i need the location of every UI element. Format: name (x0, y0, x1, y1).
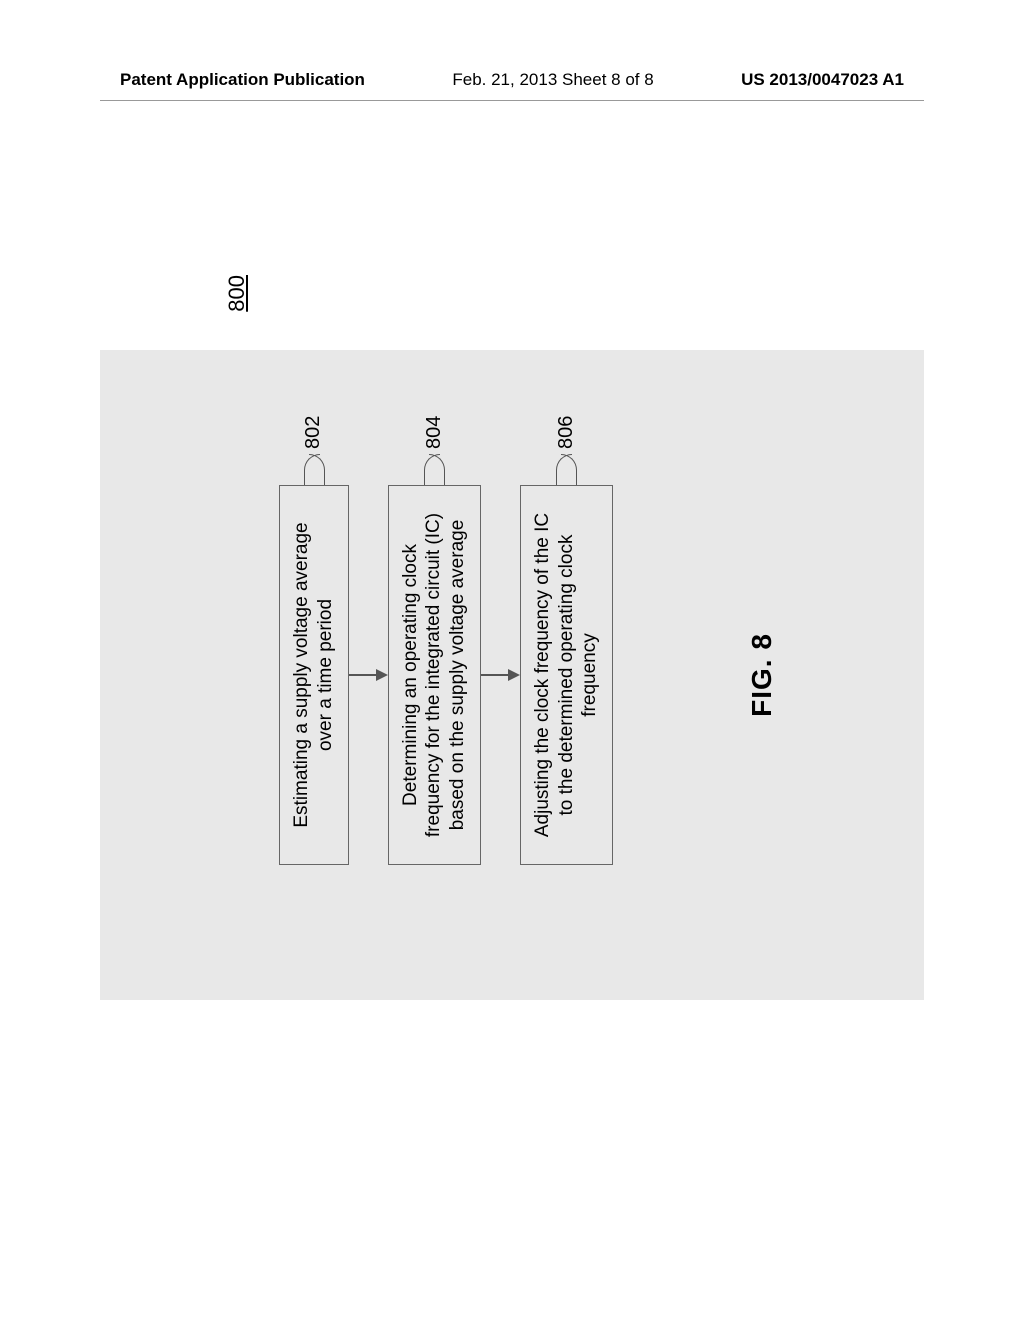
callout-804: 804 (419, 416, 449, 485)
flow-box-804: Determining an operating clock frequency… (388, 485, 481, 865)
flow-row-1: Estimating a supply voltage average over… (279, 395, 349, 955)
arrow-head-icon (508, 669, 520, 681)
header-left: Patent Application Publication (120, 70, 365, 90)
header-rule (100, 100, 924, 101)
header-right: US 2013/0047023 A1 (741, 70, 904, 90)
callout-label-804: 804 (423, 416, 446, 449)
flowchart: 800 Estimating a supply voltage average … (279, 395, 613, 955)
flow-box-802: Estimating a supply voltage average over… (279, 485, 349, 865)
figure-reference-number: 800 (224, 275, 250, 312)
flow-box-806: Adjusting the clock frequency of the IC … (520, 485, 613, 865)
callout-806: 806 (551, 416, 581, 485)
flow-row-3: Adjusting the clock frequency of the IC … (520, 395, 613, 955)
callout-curve-icon (299, 455, 329, 485)
arrow-stem-1 (349, 674, 377, 676)
callout-curve-icon (419, 455, 449, 485)
flow-row-2: Determining an operating clock frequency… (388, 395, 481, 955)
arrow-head-icon (376, 669, 388, 681)
callout-curve-icon (551, 455, 581, 485)
header-center: Feb. 21, 2013 Sheet 8 of 8 (452, 70, 653, 90)
arrow-stem-2 (481, 674, 509, 676)
figure-label: FIG. 8 (746, 633, 778, 717)
callout-label-806: 806 (555, 416, 578, 449)
callout-802: 802 (299, 416, 329, 485)
callout-label-802: 802 (302, 416, 325, 449)
page-header: Patent Application Publication Feb. 21, … (0, 70, 1024, 90)
figure-area: 800 Estimating a supply voltage average … (100, 350, 924, 1000)
